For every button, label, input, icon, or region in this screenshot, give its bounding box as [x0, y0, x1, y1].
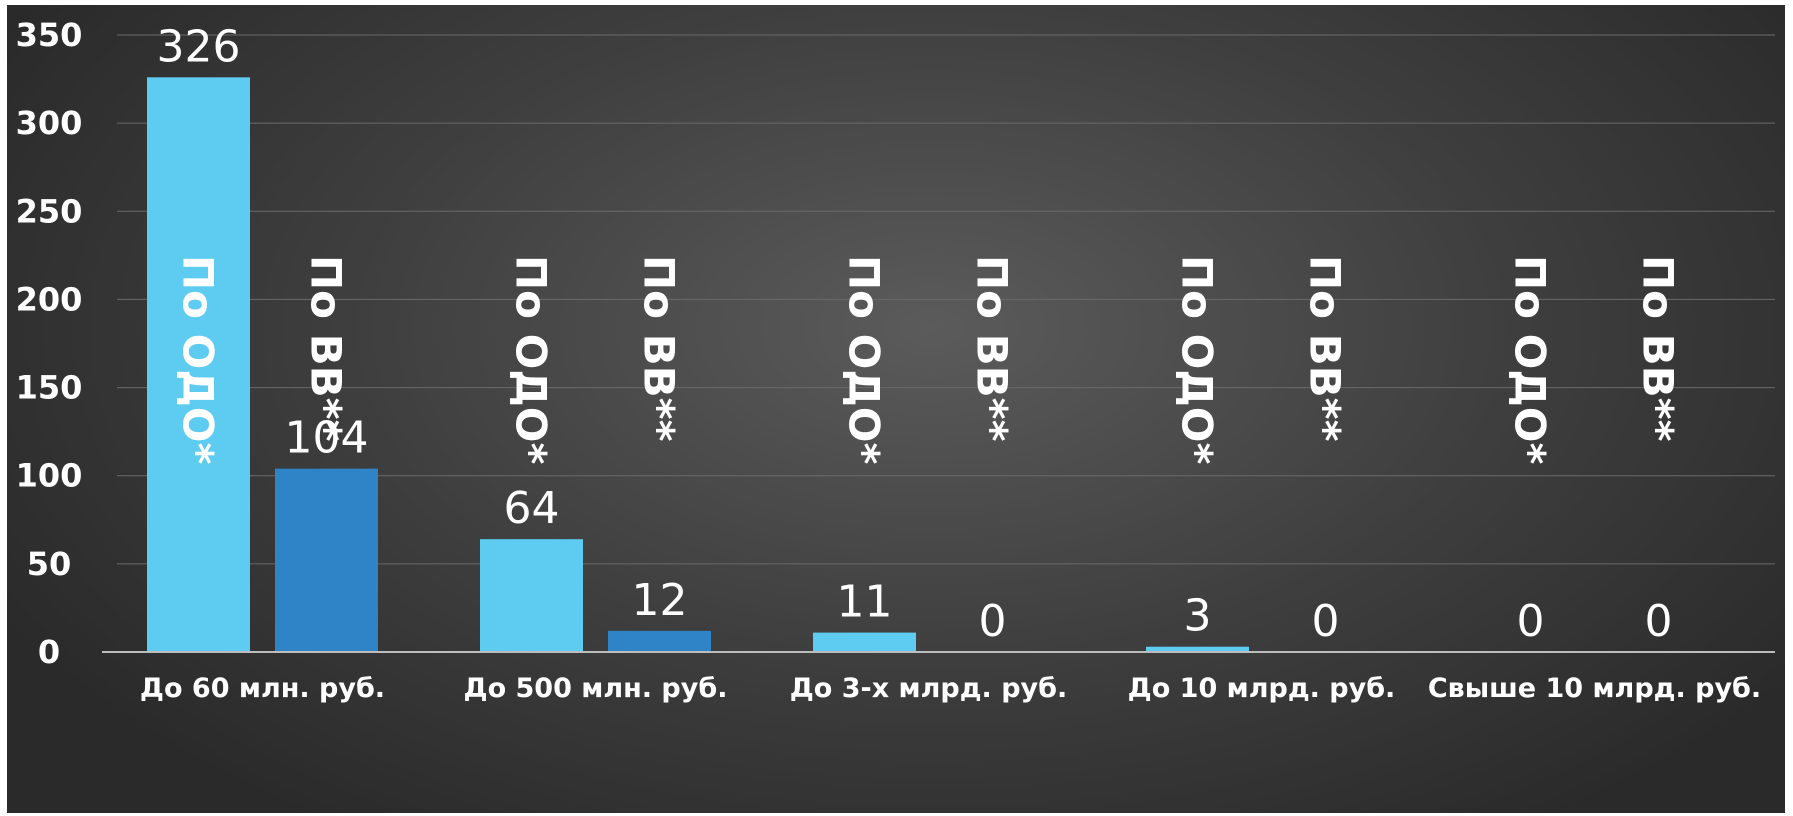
series-label: По ОДО* — [1506, 255, 1555, 464]
bar — [147, 77, 250, 652]
x-category-label: До 500 млн. руб. — [464, 673, 728, 704]
y-axis-ticks: 0 50 100 150 200 250 300 350 — [16, 16, 83, 671]
value-label: 12 — [632, 575, 688, 626]
series-label: По ВВ** — [635, 255, 684, 442]
series-label: По ВВ** — [302, 255, 351, 442]
value-label: 0 — [1645, 596, 1673, 647]
value-label: 326 — [157, 21, 241, 72]
value-label: 64 — [504, 483, 560, 534]
series-label: По ВВ** — [968, 255, 1017, 442]
value-label: 3 — [1184, 591, 1212, 642]
y-tick-label: 350 — [16, 16, 83, 54]
series-label: По ОДО* — [840, 255, 889, 464]
bars — [147, 77, 1249, 652]
y-tick-label: 150 — [16, 369, 83, 407]
y-tick-label: 0 — [38, 633, 60, 671]
bar — [480, 539, 583, 652]
y-tick-label: 200 — [16, 280, 83, 318]
value-label: 0 — [1312, 596, 1340, 647]
series-label: По ОДО* — [1173, 255, 1222, 464]
y-tick-label: 100 — [16, 457, 83, 495]
x-category-label: Свыше 10 млрд. руб. — [1428, 673, 1761, 704]
y-tick-label: 300 — [16, 104, 83, 142]
x-category-label: До 10 млрд. руб. — [1128, 673, 1396, 704]
series-label: По ВВ** — [1634, 255, 1683, 442]
bar — [813, 632, 916, 652]
bar — [608, 630, 711, 652]
chart-panel: 0 50 100 150 200 250 300 350 До 60 млн. руб. До … — [7, 5, 1785, 813]
gridlines — [117, 34, 1775, 565]
value-label: 0 — [1517, 596, 1545, 647]
value-label: 0 — [979, 596, 1007, 647]
series-label: По ОДО* — [174, 255, 223, 464]
x-category-label: До 3-х млрд. руб. — [790, 673, 1067, 704]
y-tick-label: 250 — [16, 192, 83, 230]
series-label: По ВВ** — [1301, 255, 1350, 442]
value-label: 11 — [837, 577, 893, 628]
x-category-label: До 60 млн. руб. — [140, 673, 385, 704]
bar — [275, 468, 378, 652]
series-label: По ОДО* — [507, 255, 556, 464]
bar — [1146, 646, 1249, 652]
y-tick-label: 50 — [27, 545, 72, 583]
value-label: 104 — [285, 413, 369, 464]
x-axis-categories: До 60 млн. руб. До 500 млн. руб. До 3-х мл… — [140, 673, 1761, 704]
